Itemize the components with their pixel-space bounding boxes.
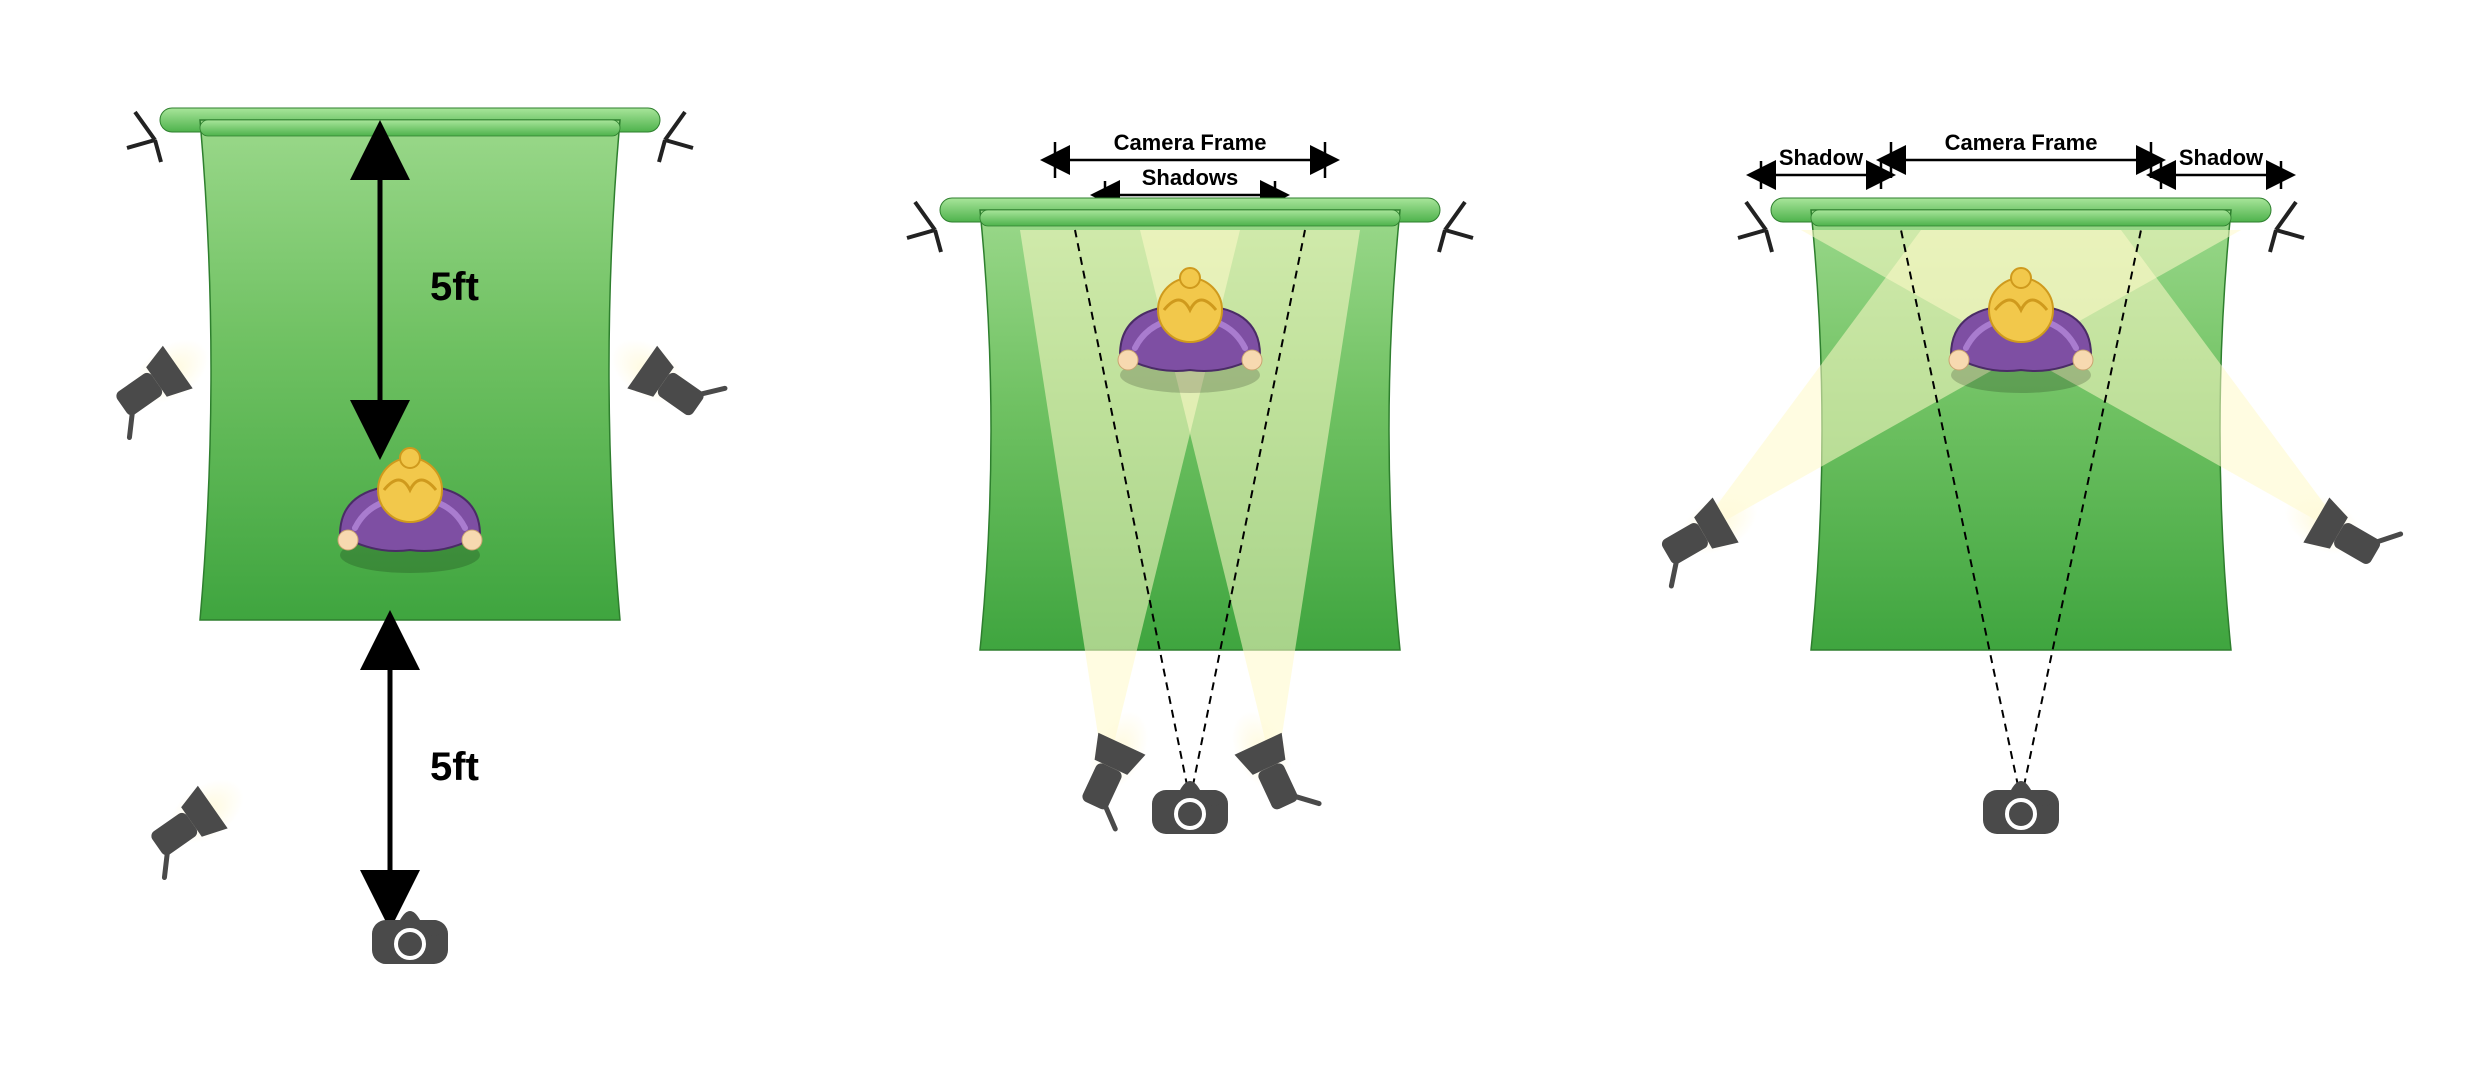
label-text: Camera Frame [1114,130,1267,155]
panel-shadows-outside-frame: Shadow Camera Frame Shadow [1621,40,2421,1020]
dimension-arrow: 5ft [390,640,479,900]
backdrop-stand [907,202,941,252]
panel-setup-distances: 5ft 5ft [60,40,760,1020]
label-text: Shadows [1142,165,1239,190]
dimension-bracket: Shadow [1761,145,1881,189]
backdrop-stand [2270,202,2304,252]
camera-icon [372,911,448,964]
panel-svg: Shadow Camera Frame Shadow [1621,40,2421,1020]
panel-shadows-inside-frame: Camera Frame Shadows [840,40,1540,1020]
diagram-wrap: 5ft 5ft Camera Frame Shadows Shadow Camera … [0,0,2481,1070]
backdrop-stand [127,112,161,162]
dimension-bracket: Shadow [2161,145,2281,189]
label-text: Shadow [2179,145,2264,170]
camera-icon [1983,781,2059,834]
dimension-bracket: Camera Frame [1891,130,2151,178]
camera-icon [1152,781,1228,834]
label-text: 5ft [430,745,479,789]
backdrop-stand [1439,202,1473,252]
studio-light [1065,702,1164,829]
label-text: Camera Frame [1944,130,2097,155]
label-text: 5ft [430,265,479,309]
panel-svg: 5ft 5ft [60,40,760,1020]
backdrop-stand [1738,202,1772,252]
studio-light [97,326,223,437]
backdrop-stand [659,112,693,162]
studio-light [600,323,726,434]
studio-light [132,766,258,877]
panel-svg: Camera Frame Shadows [840,40,1540,1020]
label-text: Shadow [1779,145,1864,170]
